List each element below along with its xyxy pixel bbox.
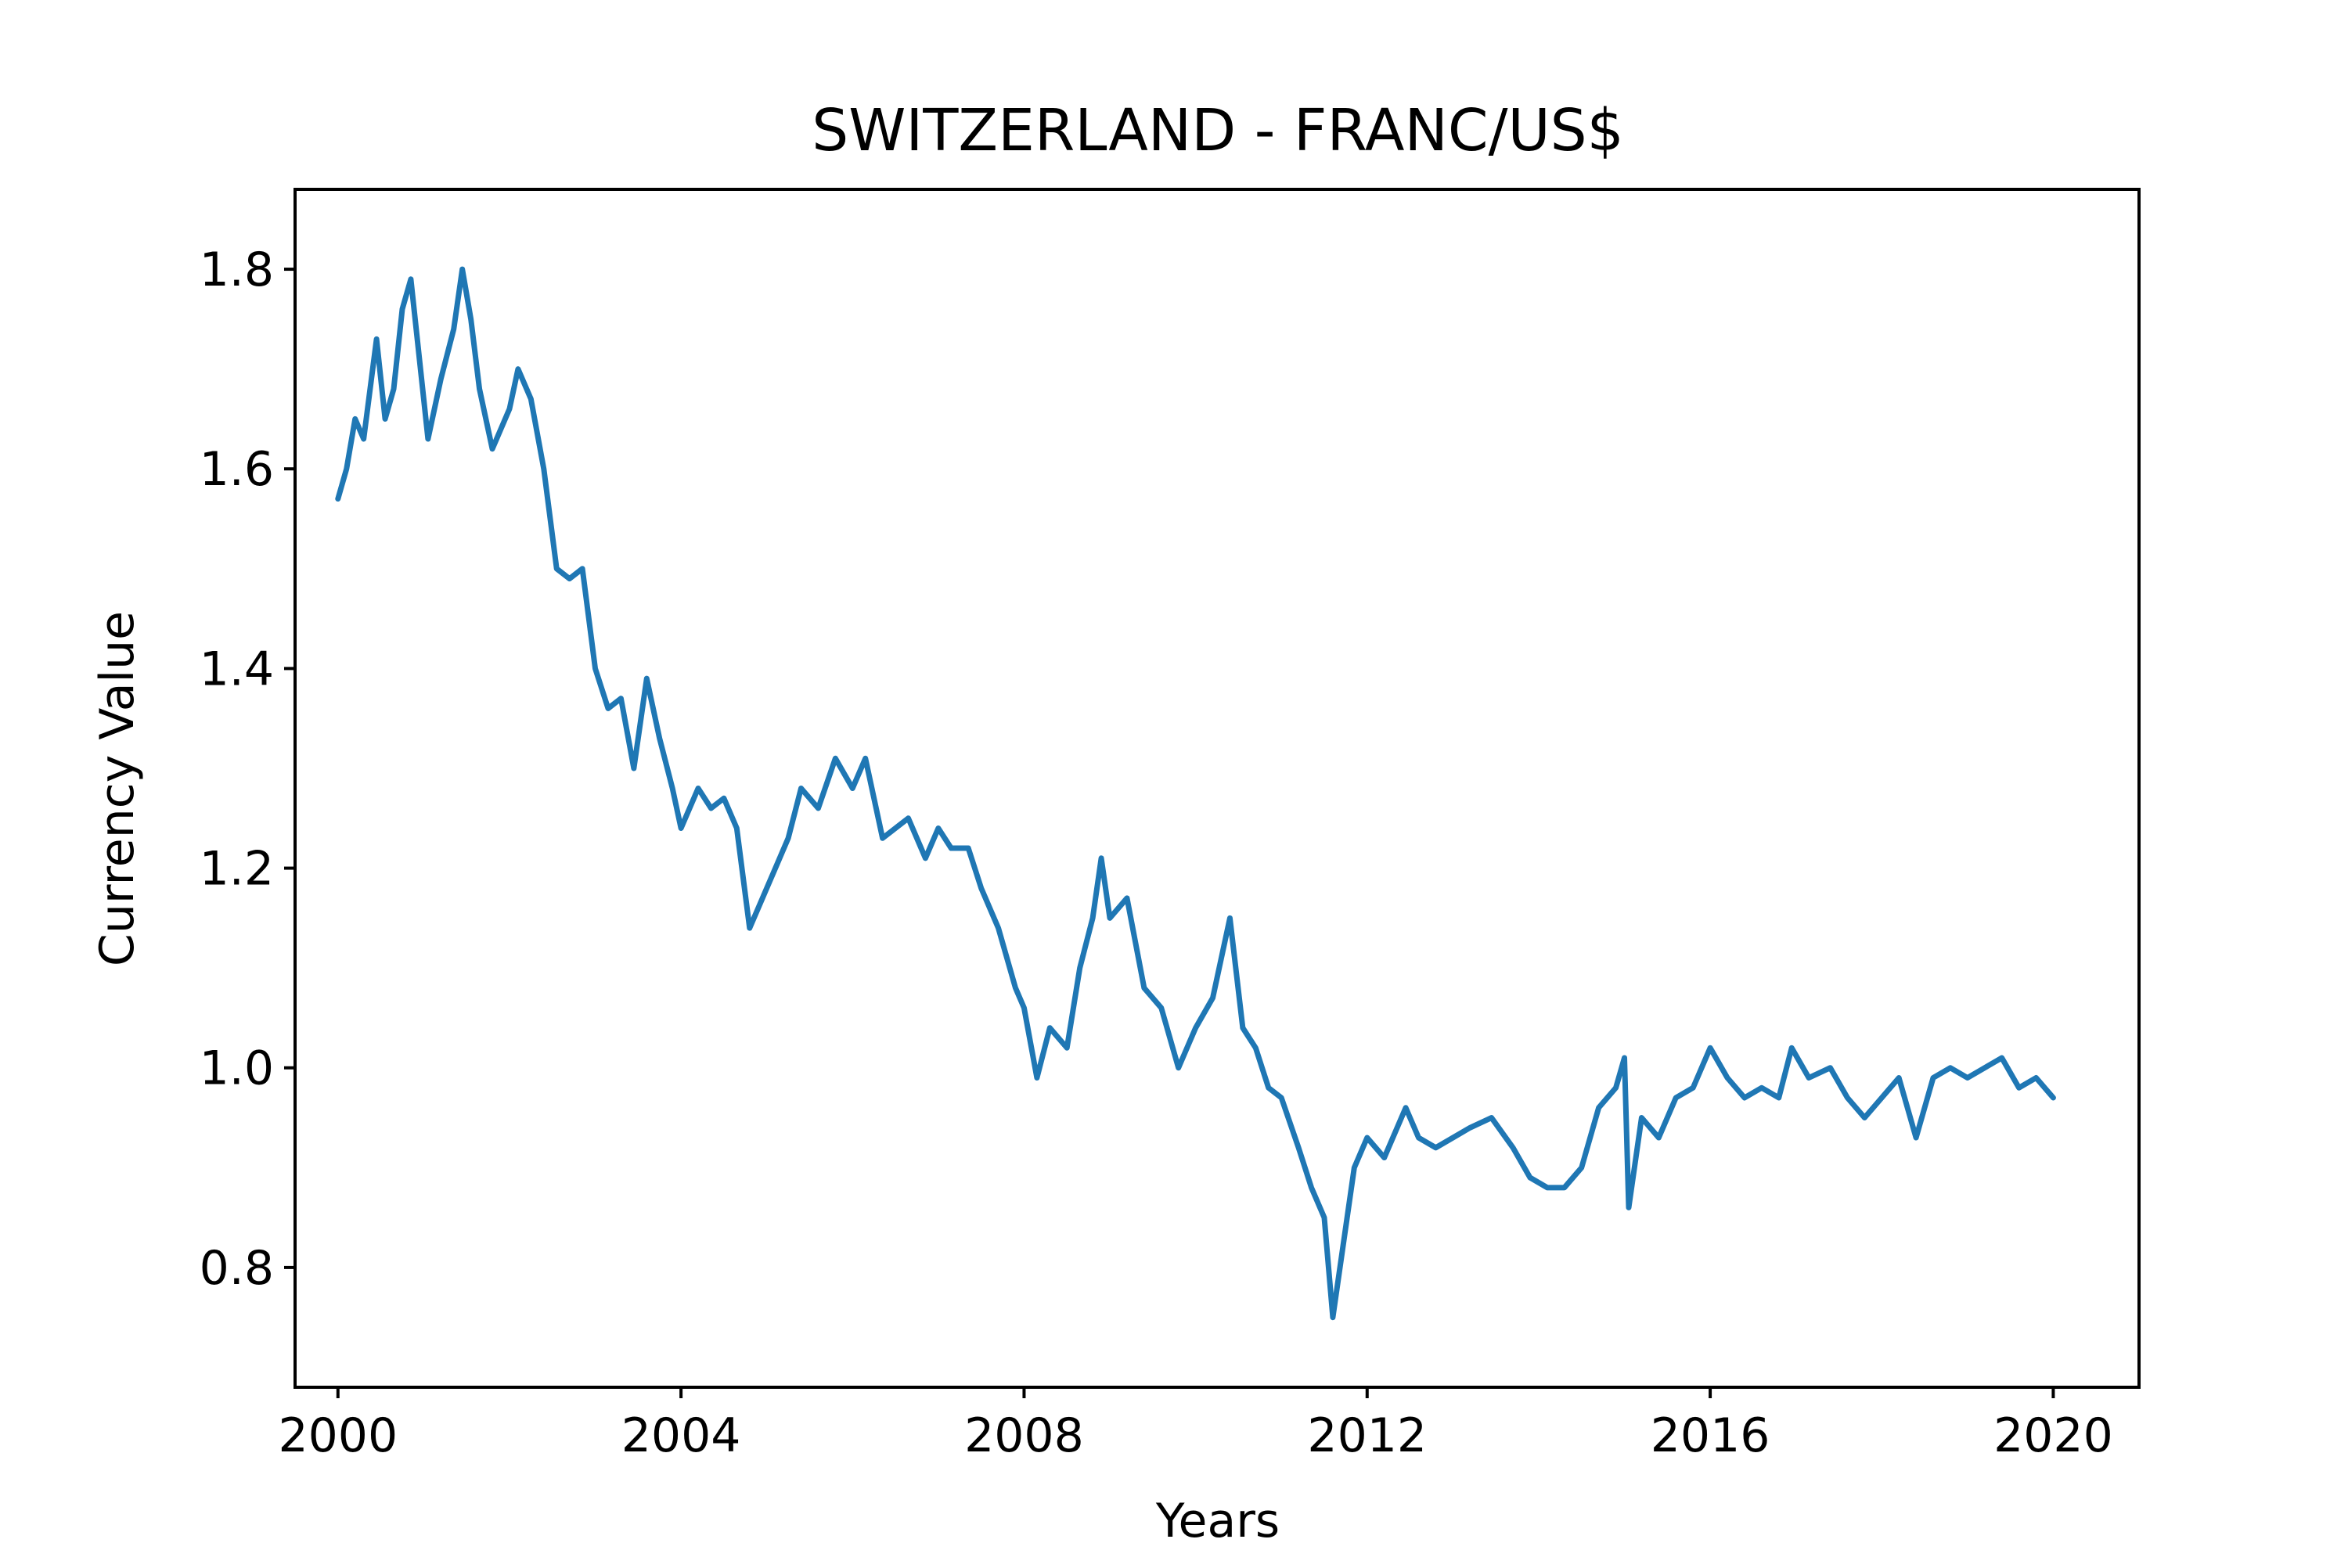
y-tick-label: 1.6 — [200, 442, 274, 497]
x-tick-label: 2008 — [964, 1408, 1084, 1463]
y-tick-label: 0.8 — [200, 1241, 274, 1296]
x-tick-label: 2004 — [621, 1408, 741, 1463]
x-axis: 2000 2004 2008 2012 2016 2020 — [278, 1387, 2113, 1463]
plot-area: 2000 2004 2008 2012 2016 2020 0.8 1.0 1.2 1.4 1.6… — [200, 188, 2141, 1463]
y-tick-label: 1.0 — [200, 1041, 274, 1096]
y-axis-label: Currency Value — [90, 611, 145, 966]
y-tick-label: 1.4 — [200, 642, 274, 696]
series-layer — [335, 266, 2056, 1321]
x-axis-label: Years — [1155, 1494, 1280, 1548]
x-tick-label: 2020 — [1993, 1408, 2113, 1463]
plot-frame — [294, 188, 2141, 1389]
x-tick-label: 2016 — [1651, 1408, 1770, 1463]
y-axis: 0.8 1.0 1.2 1.4 1.6 1.8 — [200, 243, 295, 1296]
y-tick-label: 1.8 — [200, 243, 274, 297]
x-tick-label: 2000 — [278, 1408, 398, 1463]
series-line — [335, 266, 2056, 1321]
y-tick-label: 1.2 — [200, 842, 274, 897]
x-tick-label: 2012 — [1307, 1408, 1427, 1463]
chart-title: SWITZERLAND - FRANC/US$ — [812, 97, 1623, 164]
